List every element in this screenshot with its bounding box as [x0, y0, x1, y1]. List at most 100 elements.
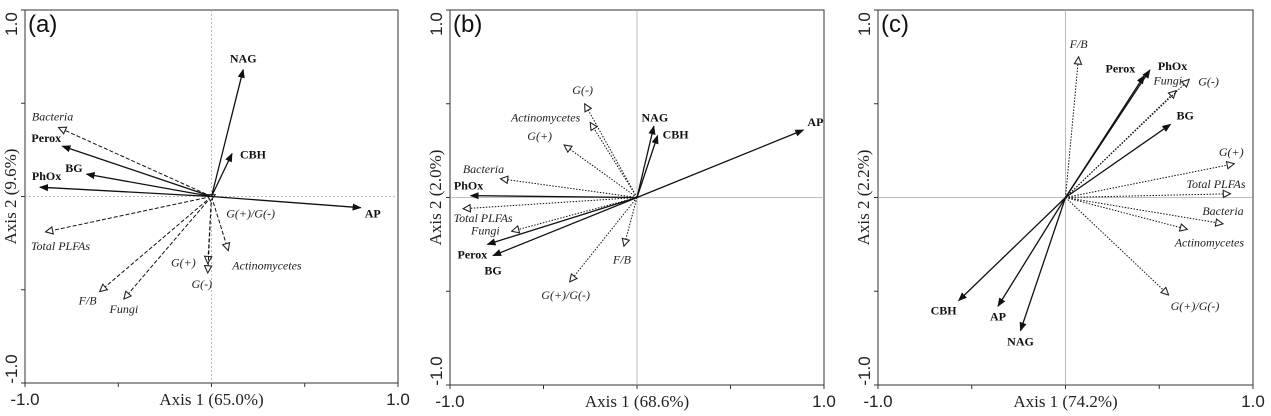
enzyme-vector-cbh — [636, 134, 659, 198]
plfa-label: Fungi — [109, 302, 139, 316]
plfa-label: G(+) — [1219, 145, 1244, 159]
plfa-label: G(+)/G(-) — [1171, 299, 1220, 313]
plfa-vector-f-b — [624, 197, 638, 247]
plfa-label: F/B — [1069, 37, 1089, 51]
y-axis-title: Axis 2 (2.0%) — [426, 150, 445, 246]
plfa-vector-total-plfas — [463, 197, 638, 209]
panel-label: (c) — [881, 11, 909, 38]
enzyme-label: NAG — [1007, 335, 1034, 349]
panel-label: (a) — [28, 11, 57, 38]
enzyme-vector-bg — [1065, 123, 1172, 199]
plfa-vector-actinomycetes — [211, 196, 229, 251]
plfa-vector-fungi — [124, 196, 212, 300]
enzyme-label: AP — [807, 115, 823, 129]
enzyme-vector-nag — [210, 68, 245, 197]
plfa-label: G(-) — [191, 277, 212, 291]
enzyme-vector-cbh — [210, 152, 233, 197]
plfa-vector-bacteria — [500, 179, 638, 198]
y-tick-label: -1.0 — [855, 356, 874, 385]
x-axis-title: Axis 1 (74.2%) — [1013, 392, 1117, 411]
enzyme-label: AP — [365, 207, 381, 221]
y-tick-label: -1.0 — [2, 354, 21, 383]
plfa-vector-bacteria — [59, 127, 212, 197]
enzyme-vector-cbh — [957, 197, 1066, 302]
x-axis-title: Axis 1 (65.0%) — [159, 390, 263, 409]
plfa-vector-g-g- — [1065, 197, 1169, 296]
enzyme-vector-perox — [486, 196, 638, 246]
panel-c: -1.0 1.0 -1.0 1.0 Axis 1 (74.2%) Axis 2 (2.2%… — [854, 9, 1265, 411]
plfa-label: G(-) — [572, 83, 593, 97]
panel-a: -1.0 1.0 -1.0 1.0 Axis 1 (65.0%) Axis 2 (9.6%… — [1, 9, 410, 409]
enzyme-label: PhOx — [32, 169, 61, 183]
enzyme-label: CBH — [931, 304, 958, 318]
x-tick-label: 1.0 — [1241, 392, 1265, 411]
y-tick-label: -1.0 — [427, 356, 446, 385]
enzyme-label: CBH — [663, 128, 690, 142]
y-axis-title: Axis 2 (2.2%) — [854, 150, 873, 246]
x-tick-label: -1.0 — [10, 390, 39, 409]
enzyme-label: PhOx — [1158, 59, 1187, 73]
plfa-vector-g- — [208, 196, 212, 273]
enzyme-vector-bg — [492, 196, 638, 257]
enzyme-label: NAG — [641, 110, 668, 124]
enzyme-label: PhOx — [454, 179, 483, 193]
plfa-label: G(+) — [171, 256, 196, 270]
plfa-label: Bacteria — [32, 109, 73, 123]
x-tick-label: 1.0 — [386, 390, 410, 409]
enzyme-vector-nag — [636, 125, 656, 198]
enzyme-label: NAG — [230, 52, 257, 66]
enzyme-vector-ap — [997, 197, 1067, 308]
plfa-label: Fungi — [470, 223, 500, 237]
plfa-label: G(+)/G(-) — [226, 207, 275, 221]
plfa-vector-total-plfas — [46, 196, 212, 232]
enzyme-label: BG — [484, 264, 501, 278]
enzyme-vector-perox — [61, 145, 212, 198]
enzyme-label: BG — [1177, 108, 1194, 122]
plfa-label: Actinomycetes — [231, 259, 302, 273]
plfa-vector-g- — [1065, 79, 1190, 198]
plfa-vector-f-b — [1065, 57, 1079, 198]
enzyme-label: Perox — [31, 131, 61, 145]
y-tick-label: 1.0 — [2, 12, 21, 36]
enzyme-vector-ap — [211, 195, 362, 211]
plfa-label: G(+) — [527, 129, 552, 143]
x-tick-label: -1.0 — [863, 392, 892, 411]
plfa-label: Total PLFAs — [31, 239, 90, 253]
plfa-label: Bacteria — [1202, 204, 1243, 218]
enzyme-vector-nag — [1019, 197, 1067, 332]
enzyme-label: AP — [990, 309, 1006, 323]
plfa-label: Total PLFAs — [454, 211, 513, 225]
plfa-vector-g- — [585, 104, 638, 198]
plfa-label: Fungi — [1152, 74, 1182, 88]
plfa-vector-actinomycetes — [590, 123, 638, 198]
plfa-label: F/B — [78, 294, 98, 308]
enzyme-vector-bg — [85, 172, 212, 198]
panel-b: -1.0 1.0 -1.0 1.0 Axis 1 (68.6%) Axis 2 (2.0%… — [426, 9, 836, 411]
x-tick-label: 1.0 — [812, 392, 836, 411]
enzyme-vector-phox — [469, 192, 638, 200]
y-axis-title: Axis 2 (9.6%) — [1, 149, 20, 245]
panel-label: (b) — [453, 11, 482, 38]
plfa-vector-fungi — [1065, 91, 1177, 198]
enzyme-vector-phox — [1064, 69, 1151, 198]
x-axis-title: Axis 1 (68.6%) — [585, 392, 689, 411]
enzyme-vector-ap — [636, 129, 805, 199]
y-tick-label: 1.0 — [855, 12, 874, 36]
enzyme-label: Perox — [1105, 62, 1135, 76]
plfa-vector-f-b — [100, 196, 212, 292]
plfa-vector-g- — [564, 145, 638, 198]
plfa-vector-actinomycetes — [1065, 197, 1188, 230]
plfa-label: Bacteria — [463, 162, 504, 176]
enzyme-vector-phox — [39, 184, 212, 198]
plfa-vector-total-plfas — [1065, 194, 1231, 198]
plfa-label: Actinomycetes — [1174, 235, 1245, 249]
enzyme-label: BG — [65, 161, 82, 175]
plfa-label: Total PLFAs — [1186, 177, 1245, 191]
plfa-label: G(-) — [1198, 74, 1219, 88]
plfa-vector-g-g- — [570, 197, 638, 282]
enzyme-label: CBH — [240, 148, 267, 162]
plfa-label: F/B — [612, 252, 632, 266]
plfa-vector-fungi — [512, 197, 638, 232]
enzyme-label: Perox — [458, 247, 488, 261]
